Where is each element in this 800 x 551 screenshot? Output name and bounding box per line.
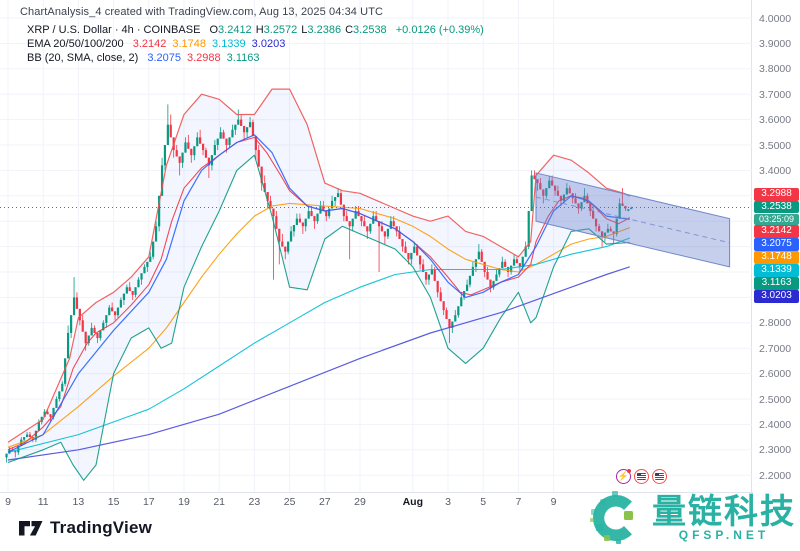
symbol-legend-row[interactable]: XRP / U.S. Dollar · 4h · COINBASE O3.241… [27, 23, 486, 37]
price-badge: 3.0203 [754, 290, 799, 303]
chart-attribution-watermark: ChartAnalysis_4 created with TradingView… [20, 6, 384, 18]
time-tick-label: 5 [480, 496, 487, 508]
alert-dot [627, 469, 631, 473]
price-badge: 3.2988 [754, 188, 799, 201]
bb-legend-row[interactable]: BB (20, SMA, close, 2) 3.2075 3.2988 3.116… [27, 51, 486, 65]
price-badge: 3.1163 [754, 277, 799, 290]
time-tick-label: Aug [402, 496, 424, 508]
time-axis[interactable]: 9 11 13 15 17 19 21 23 25 27 29 Aug 3 5 7 9 [0, 492, 753, 511]
time-tick-label: 25 [283, 496, 296, 508]
price-badge: 3.2538 [754, 200, 799, 213]
price-tick-label: 2.3000 [759, 444, 792, 457]
ema-legend-row[interactable]: EMA 20/50/100/200 3.2142 3.1748 3.1339 3.02… [27, 37, 486, 51]
ohlc-values: O3.2412 H3.2572 L3.2386 C3.2538 [209, 24, 387, 36]
symbol-title[interactable]: XRP / U.S. Dollar · 4h · COINBASE [27, 24, 201, 36]
tradingview-wordmark: TradingView [50, 518, 153, 537]
price-chart-pane[interactable]: ChartAnalysis_4 created with TradingView… [0, 0, 752, 492]
price-badge: 3.1748 [754, 251, 799, 264]
price-axis[interactable]: 4.0000 3.9000 3.8000 3.7000 3.6000 3.5000 3.40… [753, 0, 800, 510]
us-flag-event-icon[interactable] [634, 469, 649, 484]
tradingview-logo[interactable]: TradingView [19, 518, 152, 538]
ema-values: 3.2142 3.1748 3.1339 3.0203 [132, 38, 286, 50]
price-tick-label: 2.4000 [759, 418, 792, 431]
ema-label[interactable]: EMA 20/50/100/200 [27, 38, 124, 50]
candlestick-chart[interactable] [0, 0, 752, 492]
price-tick-label: 3.5000 [759, 139, 792, 152]
tradingview-logo-icon [19, 520, 43, 535]
price-change: +0.0126 (+0.39%) [395, 24, 484, 36]
price-tick-label: 2.2000 [759, 469, 792, 482]
price-tick-label: 3.9000 [759, 37, 792, 50]
bar-countdown-badge: 03:25:09 [754, 213, 799, 225]
price-tick-label: 3.8000 [759, 63, 792, 76]
bb-label[interactable]: BB (20, SMA, close, 2) [27, 52, 139, 64]
time-tick-label: 7 [515, 496, 522, 508]
price-tick-label: 3.7000 [759, 88, 792, 101]
us-flag-event-icon[interactable] [652, 469, 667, 484]
price-tick-label: 2.6000 [759, 368, 792, 381]
time-tick-label: 11 [37, 496, 49, 508]
price-tick-label: 3.4000 [759, 164, 792, 177]
bb-values: 3.2075 3.2988 3.1163 [147, 52, 260, 64]
time-tick-label: 13 [72, 496, 85, 508]
brand-name: 量链科技 [652, 492, 796, 532]
time-tick-label: 3 [445, 496, 451, 508]
time-tick-label: 9 [550, 496, 557, 508]
timeline-event-markers: ⚡ [616, 469, 667, 484]
time-tick-label: 17 [142, 496, 155, 508]
brand-watermark: 量链科技 QFSP.NET [588, 489, 796, 547]
price-tick-label: 3.6000 [759, 114, 792, 127]
price-tick-label: 2.7000 [759, 342, 792, 355]
price-tick-label: 2.5000 [759, 393, 792, 406]
economic-event-icon[interactable]: ⚡ [616, 469, 631, 484]
time-tick-label: 15 [107, 496, 120, 508]
time-tick-label: 23 [248, 496, 261, 508]
time-tick-label: 27 [318, 496, 331, 508]
time-tick-label: 9 [5, 496, 11, 508]
time-tick-label: 21 [213, 496, 226, 508]
us-flag-icon [637, 473, 646, 480]
time-tick-label: 29 [354, 496, 366, 508]
price-tick-label: 4.0000 [759, 12, 792, 25]
footer-bar: TradingView [0, 511, 800, 551]
brand-logo-icon [590, 491, 633, 544]
price-badge: 3.2142 [754, 225, 799, 238]
brand-domain: QFSP.NET [678, 528, 770, 542]
us-flag-icon [655, 473, 664, 480]
time-tick-label: 19 [178, 496, 190, 508]
price-tick-label: 2.8000 [759, 317, 792, 330]
price-badge: 3.2075 [754, 238, 799, 251]
price-badge: 3.1339 [754, 264, 799, 277]
indicator-legend: XRP / U.S. Dollar · 4h · COINBASE O3.241… [27, 23, 486, 65]
